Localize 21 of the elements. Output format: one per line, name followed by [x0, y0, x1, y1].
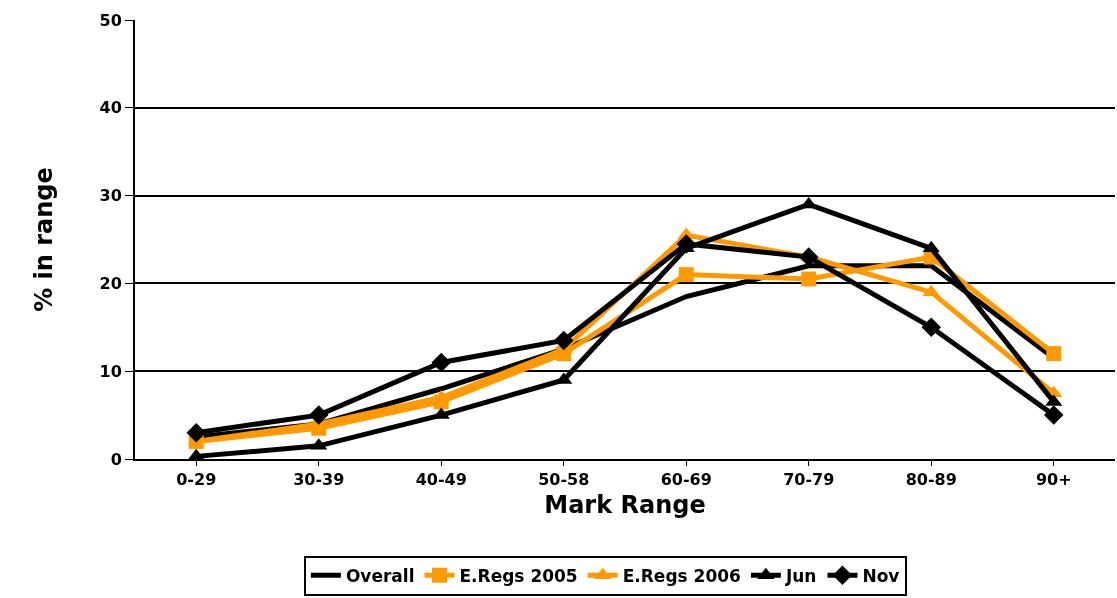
y-tick-label: 0 [110, 449, 122, 469]
x-tick-label: 80-89 [905, 470, 957, 490]
y-tick-label: 10 [99, 361, 122, 381]
y-tick-label: 30 [99, 186, 122, 206]
x-tick-label: 0-29 [176, 470, 217, 490]
y-tick-label: 50 [99, 10, 122, 30]
x-tick-label: 60-69 [660, 470, 712, 490]
legend-label: Jun [784, 565, 817, 586]
x-tick-label: 30-39 [293, 470, 345, 490]
legend-label: Nov [862, 565, 900, 586]
y-tick-label: 20 [99, 274, 122, 293]
x-axis-title: Mark Range [544, 491, 706, 519]
x-tick-label: 70-79 [783, 470, 835, 490]
x-tick-label: 40-49 [415, 470, 467, 490]
y-tick-label: 40 [99, 98, 122, 118]
legend-label: Overall [345, 565, 415, 586]
x-tick-label: 50-58 [538, 470, 590, 490]
y-axis-title: % in range [30, 167, 59, 312]
legend-label: E.Regs 2005 [459, 565, 578, 586]
x-tick-label: 90+ [1035, 470, 1072, 490]
legend-label: E.Regs 2006 [622, 565, 741, 586]
